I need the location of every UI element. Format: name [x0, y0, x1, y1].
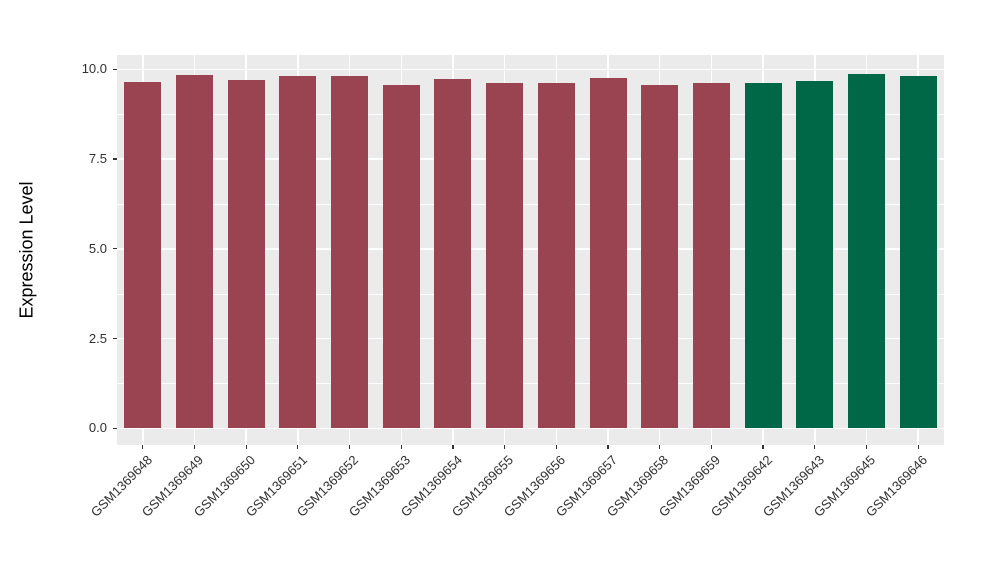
x-tick-mark	[917, 445, 919, 449]
bar-GSM1369643	[796, 81, 834, 429]
bar-GSM1369654	[434, 79, 472, 429]
bar-GSM1369652	[331, 75, 369, 429]
bar-GSM1369658	[641, 85, 679, 429]
y-tick-mark	[113, 248, 117, 250]
y-tick-label: 0.0	[88, 420, 107, 436]
bar-GSM1369648	[124, 81, 162, 429]
x-tick-mark	[504, 445, 506, 449]
y-tick-mark	[113, 337, 117, 340]
gridline-major	[117, 68, 944, 71]
bar-GSM1369642	[744, 82, 782, 429]
x-tick-mark	[814, 445, 816, 449]
x-tick-mark	[400, 445, 402, 449]
y-tick-label: 2.5	[88, 330, 107, 346]
y-tick-mark	[113, 427, 117, 429]
x-tick-mark	[607, 445, 609, 449]
x-tick-mark	[659, 445, 661, 449]
bar-GSM1369646	[899, 76, 937, 429]
x-tick-mark	[555, 445, 557, 449]
bar-GSM1369649	[176, 74, 214, 429]
bar-GSM1369651	[279, 75, 317, 429]
x-tick-mark	[245, 445, 247, 449]
y-tick-label: 7.5	[88, 151, 107, 167]
x-tick-mark	[297, 445, 299, 449]
x-tick-mark	[348, 445, 351, 449]
gridline-minor	[117, 114, 944, 115]
bar-GSM1369653	[382, 85, 420, 429]
gridline-minor	[117, 293, 944, 295]
y-tick-mark	[113, 158, 117, 160]
x-tick-mark	[142, 445, 144, 449]
y-tick-label: 10.0	[81, 61, 107, 77]
bar-GSM1369645	[847, 73, 885, 429]
y-tick-mark	[113, 68, 117, 70]
y-tick-label: 5.0	[88, 240, 107, 256]
x-tick-mark	[762, 445, 764, 449]
x-tick-mark	[193, 445, 196, 449]
plot-panel	[117, 55, 944, 445]
x-tick-mark	[710, 445, 712, 449]
bar-GSM1369655	[486, 83, 524, 429]
gridline-major	[117, 427, 944, 430]
bar-GSM1369657	[589, 77, 627, 429]
gridline-major	[117, 158, 944, 160]
gridline-minor	[117, 203, 944, 205]
bar-GSM1369659	[692, 82, 730, 429]
bar-GSM1369656	[537, 82, 575, 429]
gridline-major	[117, 248, 944, 250]
bar-GSM1369650	[227, 80, 265, 429]
gridline-major	[117, 337, 944, 340]
x-tick-mark	[865, 445, 868, 449]
gridline-minor	[117, 383, 944, 385]
x-tick-mark	[452, 445, 454, 449]
